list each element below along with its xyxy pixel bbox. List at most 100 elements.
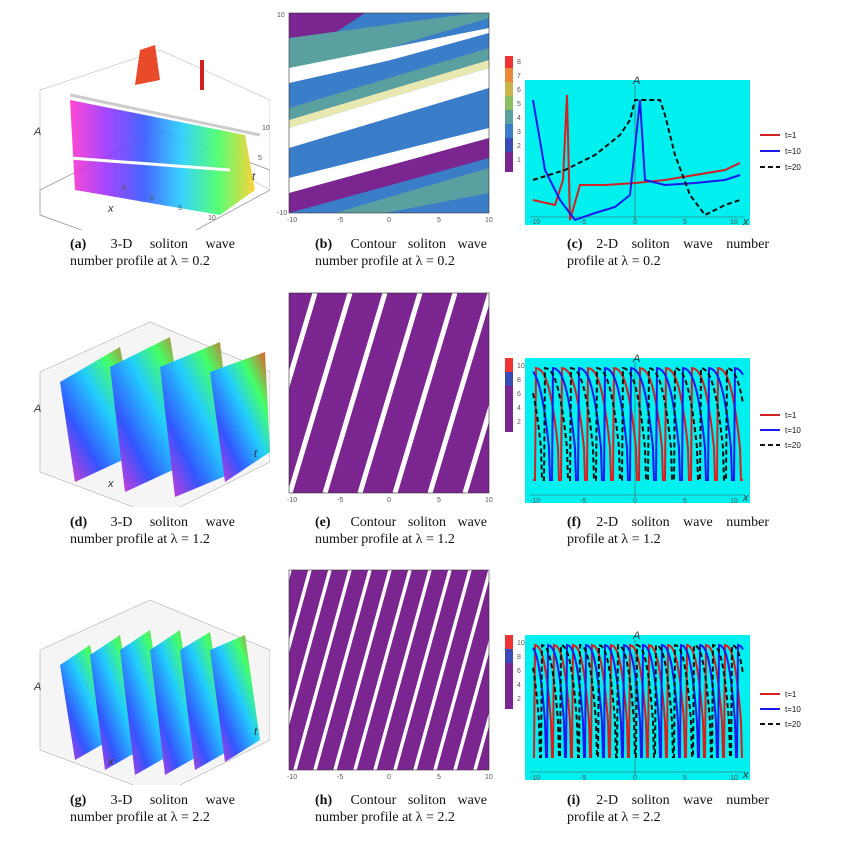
panel-h-contour: -10 -5 0 5 10 10 8 6 4 2 bbox=[275, 565, 525, 787]
svg-text:5: 5 bbox=[683, 219, 687, 226]
svg-text:x: x bbox=[107, 756, 114, 768]
svg-text:-10: -10 bbox=[530, 219, 540, 226]
svg-text:A: A bbox=[632, 75, 640, 87]
svg-text:8: 8 bbox=[517, 654, 521, 661]
svg-text:4: 4 bbox=[517, 405, 521, 412]
svg-text:10: 10 bbox=[485, 497, 493, 504]
svg-text:-5: -5 bbox=[337, 774, 343, 781]
svg-text:t=20: t=20 bbox=[785, 441, 801, 450]
svg-text:x: x bbox=[742, 492, 749, 504]
svg-text:t=10: t=10 bbox=[785, 426, 801, 435]
legend-i: t=1 t=10 t=20 bbox=[760, 690, 801, 729]
svg-text:x: x bbox=[107, 478, 114, 490]
svg-text:0: 0 bbox=[387, 217, 391, 224]
x-axis-label: x bbox=[107, 203, 114, 215]
caption-g: (g) 3-D soliton wave number profile at λ … bbox=[70, 793, 235, 825]
svg-text:t=1: t=1 bbox=[785, 411, 797, 420]
line-plot-i: A x -10 -5 0 5 10 t=1 t=10 t=20 bbox=[525, 630, 801, 782]
svg-text:-5: -5 bbox=[120, 185, 126, 192]
line-plot-f: A x -10 -5 0 5 10 t=1 t=10 t=20 bbox=[525, 353, 801, 505]
t-axis-label: t bbox=[252, 171, 256, 183]
svg-text:5: 5 bbox=[683, 498, 687, 505]
svg-text:3: 3 bbox=[517, 129, 521, 136]
svg-text:10: 10 bbox=[208, 215, 216, 222]
svg-text:4: 4 bbox=[517, 115, 521, 122]
svg-text:6: 6 bbox=[517, 87, 521, 94]
svg-text:x: x bbox=[742, 769, 749, 781]
svg-text:5: 5 bbox=[437, 774, 441, 781]
svg-text:1: 1 bbox=[517, 157, 521, 164]
panel-b-contour: -10 -5 0 5 10 10 -10 8 7 6 5 4 3 2 1 bbox=[275, 8, 525, 230]
svg-text:A: A bbox=[632, 353, 640, 365]
svg-text:10: 10 bbox=[730, 219, 738, 226]
svg-text:x: x bbox=[742, 216, 749, 228]
colorbar-h: 10 8 6 4 2 bbox=[505, 635, 525, 709]
svg-text:A: A bbox=[632, 630, 640, 642]
svg-text:t=1: t=1 bbox=[785, 690, 797, 699]
contour-plot-b: -10 -5 0 5 10 10 -10 bbox=[277, 12, 493, 224]
contour-plot-e: -10 -5 0 5 10 bbox=[287, 292, 493, 504]
svg-text:4: 4 bbox=[517, 682, 521, 689]
svg-text:8: 8 bbox=[517, 59, 521, 66]
svg-text:5: 5 bbox=[517, 101, 521, 108]
svg-text:A: A bbox=[33, 681, 41, 693]
legend-f: t=1 t=10 t=20 bbox=[760, 411, 801, 450]
caption-f: (f) 2-D soliton wave number profile at λ … bbox=[567, 515, 769, 547]
panel-i-2d-plot: A x -10 -5 0 5 10 t=1 t=10 t=20 bbox=[525, 630, 825, 785]
panel-a-3d-surface: A x t -5 0 5 10 10 5 bbox=[30, 40, 271, 256]
svg-text:-10: -10 bbox=[530, 775, 540, 782]
legend-c: t=1 t=10 t=20 bbox=[760, 131, 801, 172]
svg-text:0: 0 bbox=[387, 774, 391, 781]
svg-text:5: 5 bbox=[437, 497, 441, 504]
svg-text:-10: -10 bbox=[530, 498, 540, 505]
svg-text:t=10: t=10 bbox=[785, 147, 801, 156]
svg-text:-10: -10 bbox=[287, 774, 297, 781]
svg-text:-10: -10 bbox=[287, 217, 297, 224]
svg-text:7: 7 bbox=[517, 73, 521, 80]
svg-text:5: 5 bbox=[178, 205, 182, 212]
line-plot-c: A x -10 -5 0 5 10 t=1 t=10 t=20 bbox=[525, 75, 801, 228]
series-line-t10 bbox=[532, 366, 744, 481]
surface-3d-d: A x t bbox=[33, 321, 271, 518]
svg-text:6: 6 bbox=[517, 391, 521, 398]
svg-text:10: 10 bbox=[485, 774, 493, 781]
svg-text:t=1: t=1 bbox=[785, 131, 797, 140]
svg-text:-10: -10 bbox=[287, 497, 297, 504]
svg-text:10: 10 bbox=[730, 775, 738, 782]
svg-text:-5: -5 bbox=[580, 775, 586, 782]
surface-3d-a: A x t -5 0 5 10 10 5 bbox=[33, 45, 271, 256]
series-line-t1 bbox=[533, 643, 743, 758]
caption-h: (h) Contour soliton wave number profile a… bbox=[315, 793, 487, 825]
svg-text:5: 5 bbox=[437, 217, 441, 224]
svg-text:0: 0 bbox=[633, 219, 637, 226]
svg-text:-5: -5 bbox=[337, 497, 343, 504]
svg-text:t: t bbox=[254, 448, 258, 460]
caption-a: (a) 3-D soliton wave number profile at λ … bbox=[70, 237, 235, 269]
svg-text:2: 2 bbox=[517, 696, 521, 703]
svg-text:-5: -5 bbox=[337, 217, 343, 224]
panel-g-3d-surface: A x t bbox=[30, 590, 271, 796]
svg-text:2: 2 bbox=[517, 419, 521, 426]
svg-text:t: t bbox=[254, 726, 258, 738]
z-axis-label: A bbox=[33, 126, 41, 138]
caption-i: (i) 2-D soliton wave number profile at λ … bbox=[567, 793, 769, 825]
caption-b: (b) Contour soliton wave number profile a… bbox=[315, 237, 487, 269]
svg-text:A: A bbox=[33, 403, 41, 415]
surface-3d-g: A x t bbox=[33, 599, 271, 796]
svg-text:10: 10 bbox=[262, 125, 270, 132]
svg-text:0: 0 bbox=[387, 497, 391, 504]
svg-text:t=10: t=10 bbox=[785, 705, 801, 714]
svg-text:10: 10 bbox=[277, 12, 285, 19]
svg-text:t=20: t=20 bbox=[785, 163, 801, 172]
panel-d-3d-surface: A x t bbox=[30, 312, 271, 518]
svg-text:0: 0 bbox=[633, 498, 637, 505]
series-line-t20 bbox=[532, 643, 744, 758]
caption-d: (d) 3-D soliton wave number profile at λ … bbox=[70, 515, 235, 547]
svg-text:8: 8 bbox=[517, 377, 521, 384]
svg-text:-10: -10 bbox=[277, 210, 287, 217]
svg-text:6: 6 bbox=[517, 668, 521, 675]
svg-text:-5: -5 bbox=[580, 498, 586, 505]
colorbar-b: 8 7 6 5 4 3 2 1 bbox=[505, 56, 521, 172]
svg-text:2: 2 bbox=[517, 143, 521, 150]
svg-text:10: 10 bbox=[517, 640, 525, 647]
